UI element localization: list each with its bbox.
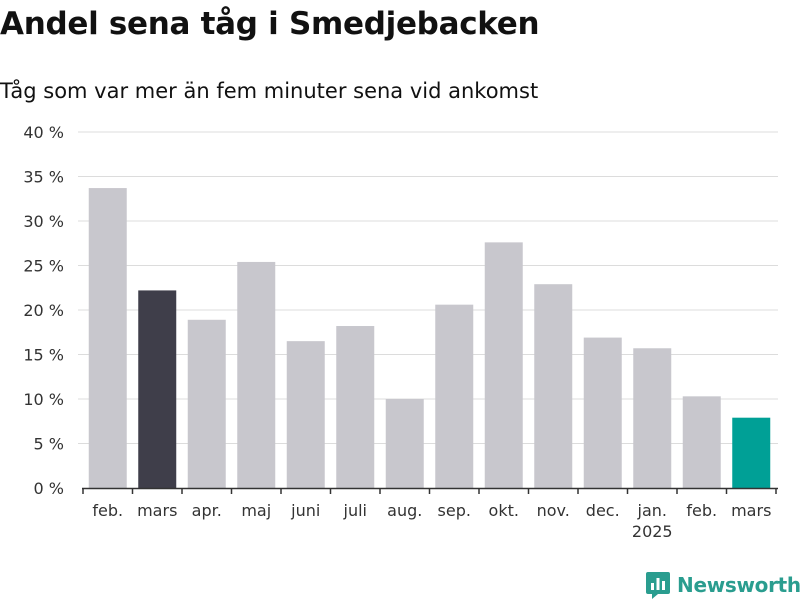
bar (187, 319, 226, 488)
y-tick-label: 0 % (34, 479, 64, 498)
bar (336, 326, 375, 488)
x-tick-label: feb. (92, 501, 123, 520)
y-tick-label: 20 % (23, 301, 64, 320)
x-tick-label: dec. (586, 501, 620, 520)
chart-subtitle: Tåg som var mer än fem minuter sena vid … (0, 79, 539, 103)
bar (435, 304, 474, 488)
bar (534, 284, 573, 488)
bar (682, 396, 721, 488)
bar (385, 399, 424, 488)
bars (88, 188, 771, 488)
y-tick-label: 30 % (23, 212, 64, 231)
x-tick-label: feb. (686, 501, 717, 520)
x-tick-label: sep. (438, 501, 471, 520)
bar (138, 290, 177, 488)
bar (732, 417, 771, 488)
y-tick-label: 25 % (23, 257, 64, 276)
x-year-label: 2025 (632, 522, 673, 541)
y-tick-label: 15 % (23, 346, 64, 365)
x-tick-label: mars (137, 501, 177, 520)
x-tick-label: apr. (192, 501, 222, 520)
bar (484, 242, 523, 488)
bar (88, 188, 127, 488)
x-tick-label: maj (241, 501, 271, 520)
bar (286, 341, 325, 488)
x-tick-label: aug. (387, 501, 422, 520)
brand-logo: Newsworthy (645, 570, 800, 600)
x-axis-ticks: feb. mars apr. maj juni juli aug. sep. okt. nov. d… (92, 501, 771, 541)
y-tick-label: 10 % (23, 390, 64, 409)
x-tick-label: nov. (537, 501, 570, 520)
x-tick-label: jan. (637, 501, 667, 520)
x-tick-label: mars (731, 501, 771, 520)
newsworthy-logo-icon (646, 572, 670, 599)
y-tick-label: 35 % (23, 168, 64, 187)
x-tick-label: okt. (489, 501, 519, 520)
chart-title: Andel sena tåg i Smedjebacken (0, 6, 540, 42)
y-tick-label: 40 % (23, 123, 64, 142)
bar (633, 348, 672, 488)
brand-name: Newsworthy (677, 573, 800, 597)
x-axis (82, 487, 778, 494)
grid-lines (78, 131, 778, 444)
bar (237, 261, 276, 488)
y-tick-label: 5 % (34, 435, 64, 454)
x-tick-label: juli (343, 501, 367, 520)
x-tick-label: juni (290, 501, 320, 520)
y-axis-ticks: 0 % 5 % 10 % 15 % 20 % 25 % 30 % 35 % 40 % (23, 123, 64, 498)
bar (583, 337, 622, 488)
